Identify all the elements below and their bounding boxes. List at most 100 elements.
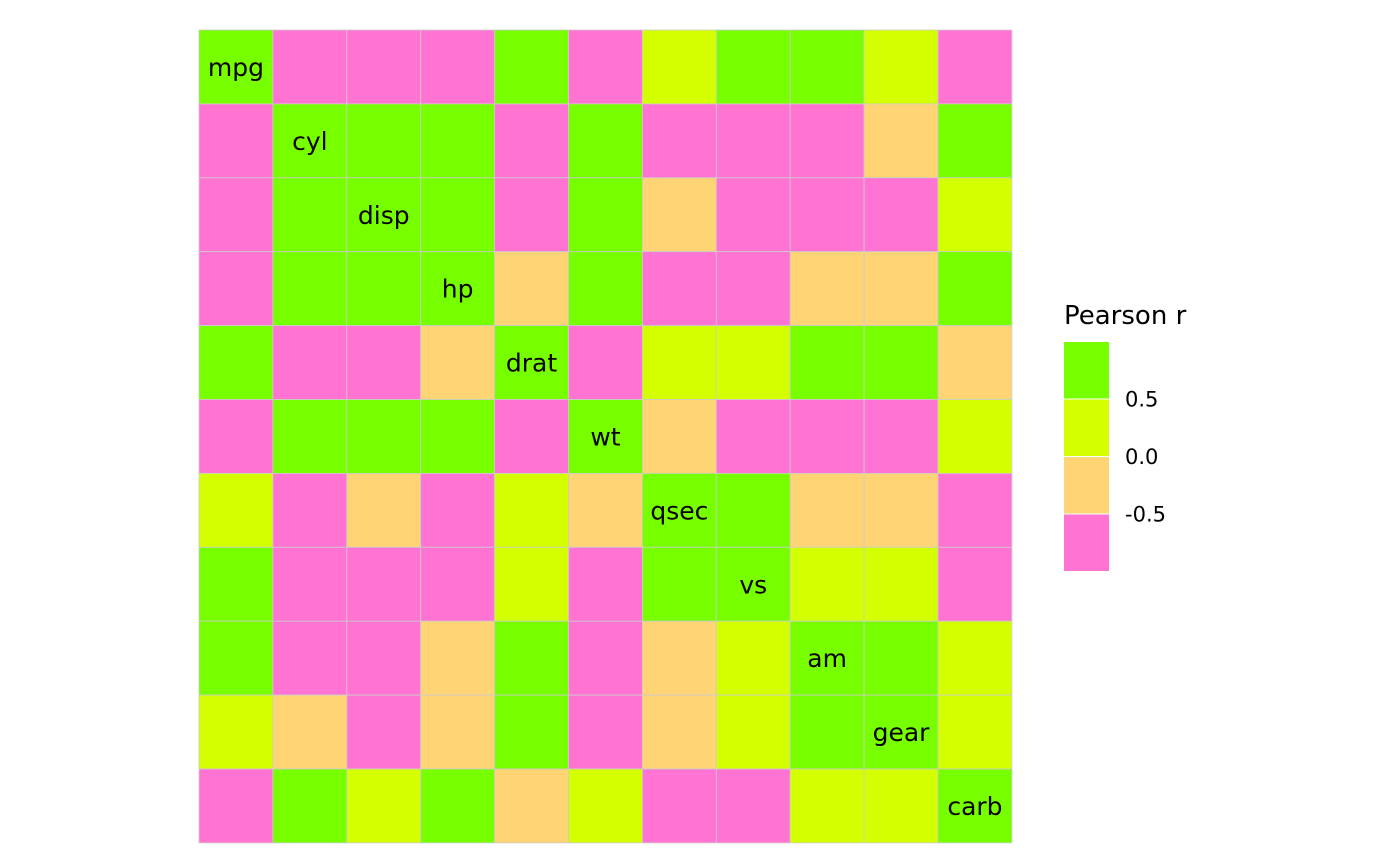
heatmap-cell-mpg-carb — [937, 29, 1013, 105]
diagonal-label-gear: gear — [873, 718, 931, 747]
heatmap-cell-carb-am — [789, 768, 865, 844]
heatmap-cell-disp-gear — [863, 177, 939, 253]
heatmap-cell-cyl-qsec — [642, 103, 717, 179]
diagonal-label-hp: hp — [442, 275, 474, 304]
heatmap-cell-carb-hp — [420, 768, 496, 844]
heatmap-cell-mpg-gear — [863, 29, 939, 105]
heatmap-cell-disp-am — [789, 177, 865, 253]
heatmap-cell-cyl-disp — [346, 103, 422, 179]
heatmap-cell-hp-gear — [863, 251, 939, 326]
heatmap-cell-drat-hp — [420, 325, 496, 400]
heatmap-cell-hp-carb — [937, 251, 1013, 326]
heatmap-cell-carb-wt — [568, 768, 643, 844]
heatmap-cell-am-mpg — [198, 620, 274, 696]
heatmap-cell-hp-cyl — [272, 251, 348, 326]
heatmap-cell-carb-cyl — [272, 768, 348, 844]
heatmap-cell-drat-qsec — [642, 325, 717, 400]
heatmap-cell-drat-gear — [863, 325, 939, 400]
heatmap-cell-mpg-wt — [568, 29, 643, 105]
heatmap-cell-cyl-vs — [715, 103, 791, 179]
diagonal-label-disp: disp — [358, 201, 410, 230]
heatmap-cell-vs-cyl — [272, 546, 348, 622]
heatmap-cell-am-vs — [715, 620, 791, 696]
legend-tick-0: 0.5 — [1125, 388, 1158, 412]
heatmap-cell-cyl-carb — [937, 103, 1013, 179]
heatmap-cell-qsec-wt — [568, 472, 643, 548]
heatmap-cell-hp-mpg — [198, 251, 274, 326]
heatmap-cell-qsec-mpg — [198, 472, 274, 548]
diagonal-label-wt: wt — [590, 422, 620, 451]
heatmap-cell-carb-disp — [346, 768, 422, 844]
heatmap-cell-gear-carb — [937, 694, 1013, 770]
heatmap-cell-disp-mpg — [198, 177, 274, 253]
legend-ticks: 0.5 0.0 -0.5 — [1125, 388, 1166, 527]
heatmap-cell-mpg-vs — [715, 29, 791, 105]
heatmap-cell-am-qsec — [642, 620, 717, 696]
heatmap-cell-carb-gear — [863, 768, 939, 844]
heatmap-cell-am-drat — [494, 620, 569, 696]
heatmap-cell-wt-gear — [863, 399, 939, 474]
heatmap-cell-cyl-mpg — [198, 103, 274, 179]
heatmap-cell-carb-carb — [937, 768, 1013, 844]
heatmap-cell-mpg-mpg — [198, 29, 274, 105]
heatmap-cell-am-am — [789, 620, 865, 696]
heatmap-cell-gear-mpg — [198, 694, 274, 770]
heatmap-cell-gear-am — [789, 694, 865, 770]
heatmap-cell-am-gear — [863, 620, 939, 696]
heatmap-cell-gear-wt — [568, 694, 643, 770]
diagonal-label-vs: vs — [739, 570, 767, 599]
diagonal-label-qsec: qsec — [650, 496, 708, 525]
heatmap-cell-am-wt — [568, 620, 643, 696]
heatmap-cell-hp-am — [789, 251, 865, 326]
heatmap-cell-wt-am — [789, 399, 865, 474]
heatmap-cell-cyl-am — [789, 103, 865, 179]
heatmap-cell-cyl-cyl — [272, 103, 348, 179]
heatmap-cell-qsec-cyl — [272, 472, 348, 548]
legend-tick-2: -0.5 — [1125, 503, 1166, 527]
heatmap-cell-hp-disp — [346, 251, 422, 326]
heatmap-cell-drat-vs — [715, 325, 791, 400]
heatmap-cell-mpg-am — [789, 29, 865, 105]
heatmap-cell-vs-carb — [937, 546, 1013, 622]
heatmap-cell-am-disp — [346, 620, 422, 696]
heatmap-cell-qsec-carb — [937, 472, 1013, 548]
heatmap-cell-vs-wt — [568, 546, 643, 622]
heatmap-cell-vs-gear — [863, 546, 939, 622]
heatmap-cell-qsec-hp — [420, 472, 496, 548]
diagonal-label-drat: drat — [506, 349, 557, 378]
heatmap-cell-am-carb — [937, 620, 1013, 696]
heatmap-cell-am-cyl — [272, 620, 348, 696]
heatmap-cell-gear-hp — [420, 694, 496, 770]
heatmap-cell-qsec-am — [789, 472, 865, 548]
heatmap-cell-qsec-gear — [863, 472, 939, 548]
heatmap-cell-gear-qsec — [642, 694, 717, 770]
heatmap-cell-wt-vs — [715, 399, 791, 474]
diagonal-label-mpg: mpg — [208, 53, 264, 82]
heatmap-cell-wt-cyl — [272, 399, 348, 474]
diagonal-label-carb: carb — [947, 792, 1002, 821]
heatmap-cell-vs-am — [789, 546, 865, 622]
heatmap-cell-wt-drat — [494, 399, 569, 474]
heatmap-cell-drat-am — [789, 325, 865, 400]
heatmap-cell-wt-hp — [420, 399, 496, 474]
heatmap-cell-hp-qsec — [642, 251, 717, 326]
heatmap-cell-wt-mpg — [198, 399, 274, 474]
diagonal-label-am: am — [807, 644, 847, 673]
heatmap-cell-drat-mpg — [198, 325, 274, 400]
heatmap-cell-vs-mpg — [198, 546, 274, 622]
legend-tick-1: 0.0 — [1125, 445, 1158, 469]
heatmap-cell-qsec-disp — [346, 472, 422, 548]
heatmap-cell-vs-disp — [346, 546, 422, 622]
heatmap-cell-mpg-hp — [420, 29, 496, 105]
heatmap-cell-mpg-disp — [346, 29, 422, 105]
heatmap-cell-cyl-wt — [568, 103, 643, 179]
heatmap-cell-cyl-drat — [494, 103, 569, 179]
heatmap-cell-cyl-gear — [863, 103, 939, 179]
heatmap-cell-hp-drat — [494, 251, 569, 326]
heatmap-cell-wt-carb — [937, 399, 1013, 474]
heatmap-cell-carb-qsec — [642, 768, 717, 844]
heatmap-cell-gear-cyl — [272, 694, 348, 770]
legend: Pearson r 0.5 0.0 -0.5 — [1064, 301, 1187, 571]
heatmap-cell-gear-disp — [346, 694, 422, 770]
